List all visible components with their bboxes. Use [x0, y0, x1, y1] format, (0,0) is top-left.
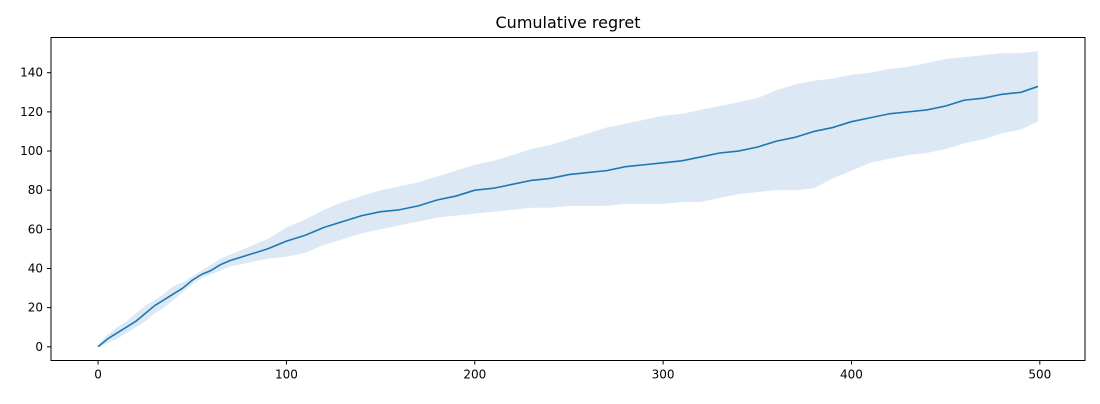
mean-line	[97, 85, 1039, 348]
axes-frame	[50, 37, 1086, 361]
y-tick-label: 80	[28, 183, 43, 197]
x-tick-label: 200	[463, 368, 486, 382]
y-tick-label: 100	[20, 144, 43, 158]
y-tick-label: 60	[28, 222, 43, 236]
y-tick-label: 20	[28, 301, 43, 315]
y-tick-label: 120	[20, 105, 43, 119]
x-axis: 0 100 200 300 400 500	[94, 360, 1051, 382]
x-tick-label: 400	[840, 368, 863, 382]
chart-title: Cumulative regret	[496, 13, 641, 32]
x-tick-label: 500	[1028, 368, 1051, 382]
y-tick-label: 140	[20, 66, 43, 80]
y-tick-label: 0	[35, 340, 43, 354]
confidence-band	[98, 51, 1038, 347]
x-tick-label: 100	[275, 368, 298, 382]
x-tick-label: 300	[652, 368, 675, 382]
y-tick-label: 40	[28, 261, 43, 275]
x-tick-label: 0	[94, 368, 102, 382]
y-axis: 0 20 40 60 80 100 120 140	[20, 66, 51, 354]
plot-area	[97, 51, 1039, 348]
